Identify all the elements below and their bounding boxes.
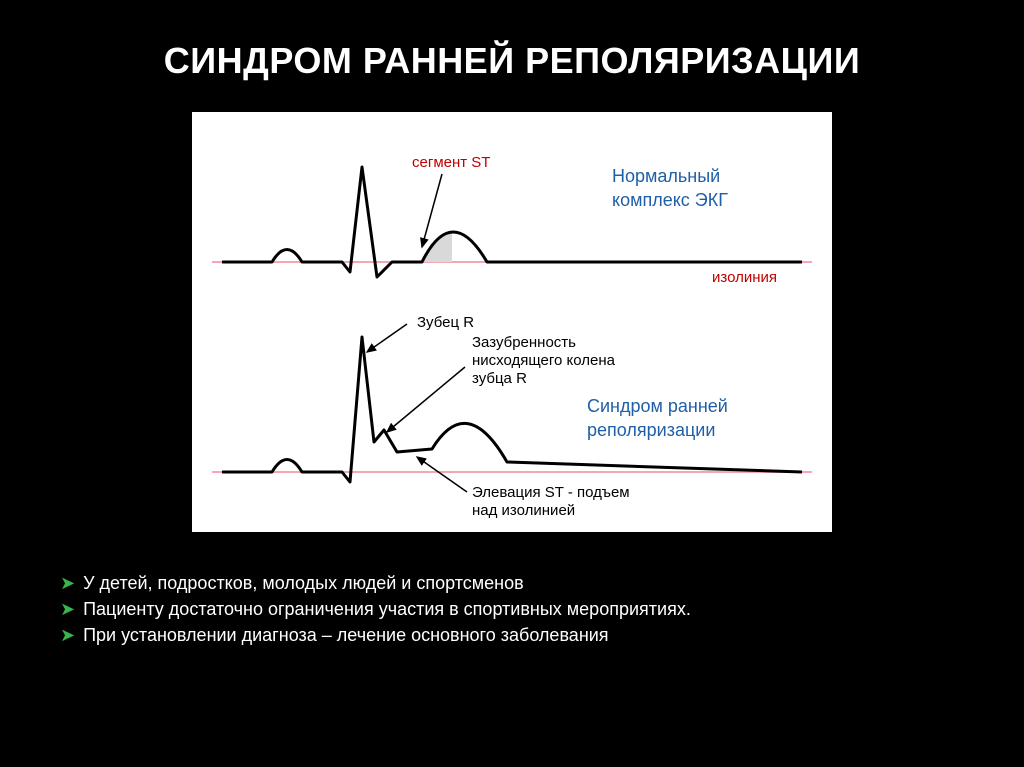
erp-title-1: Синдром ранней <box>587 396 728 416</box>
slide: СИНДРОМ РАННЕЙ РЕПОЛЯРИЗАЦИИ сег <box>0 0 1024 767</box>
erp-r-label: Зубец R <box>417 314 474 331</box>
normal-isoline-label: изолиния <box>712 269 777 286</box>
normal-st-label: сегмент ST <box>412 154 490 171</box>
erp-notch-label-2: нисходящего колена <box>472 352 616 369</box>
normal-title-1: Нормальный <box>612 166 720 186</box>
slide-title: СИНДРОМ РАННЕЙ РЕПОЛЯРИЗАЦИИ <box>50 40 974 82</box>
bullet-item: ➤ При установлении диагноза – лечение ос… <box>60 624 974 646</box>
ecg-svg: сегмент ST Нормальный комплекс ЭКГ изоли… <box>192 112 832 532</box>
bullet-text: Пациенту достаточно ограничения участия … <box>83 598 691 620</box>
bullet-text: При установлении диагноза – лечение осно… <box>83 624 608 646</box>
normal-title-2: комплекс ЭКГ <box>612 190 728 210</box>
figure-container: сегмент ST Нормальный комплекс ЭКГ изоли… <box>50 112 974 532</box>
bullet-item: ➤ У детей, подростков, молодых людей и с… <box>60 572 974 594</box>
chevron-right-icon: ➤ <box>60 624 75 646</box>
ecg-figure: сегмент ST Нормальный комплекс ЭКГ изоли… <box>192 112 832 532</box>
bullet-list: ➤ У детей, подростков, молодых людей и с… <box>60 572 974 646</box>
erp-r-arrow <box>367 324 407 352</box>
chevron-right-icon: ➤ <box>60 572 75 594</box>
chevron-right-icon: ➤ <box>60 598 75 620</box>
erp-elev-label-1: Элевация ST - подъем <box>472 484 630 501</box>
bullet-item: ➤ Пациенту достаточно ограничения участи… <box>60 598 974 620</box>
erp-elev-arrow <box>417 457 467 492</box>
erp-title-2: реполяризации <box>587 420 715 440</box>
erp-notch-label-1: Зазубренность <box>472 334 576 351</box>
bullet-text: У детей, подростков, молодых людей и спо… <box>83 572 524 594</box>
erp-elev-label-2: над изолинией <box>472 502 575 519</box>
erp-notch-label-3: зубца R <box>472 370 527 387</box>
erp-notch-arrow <box>387 367 465 432</box>
